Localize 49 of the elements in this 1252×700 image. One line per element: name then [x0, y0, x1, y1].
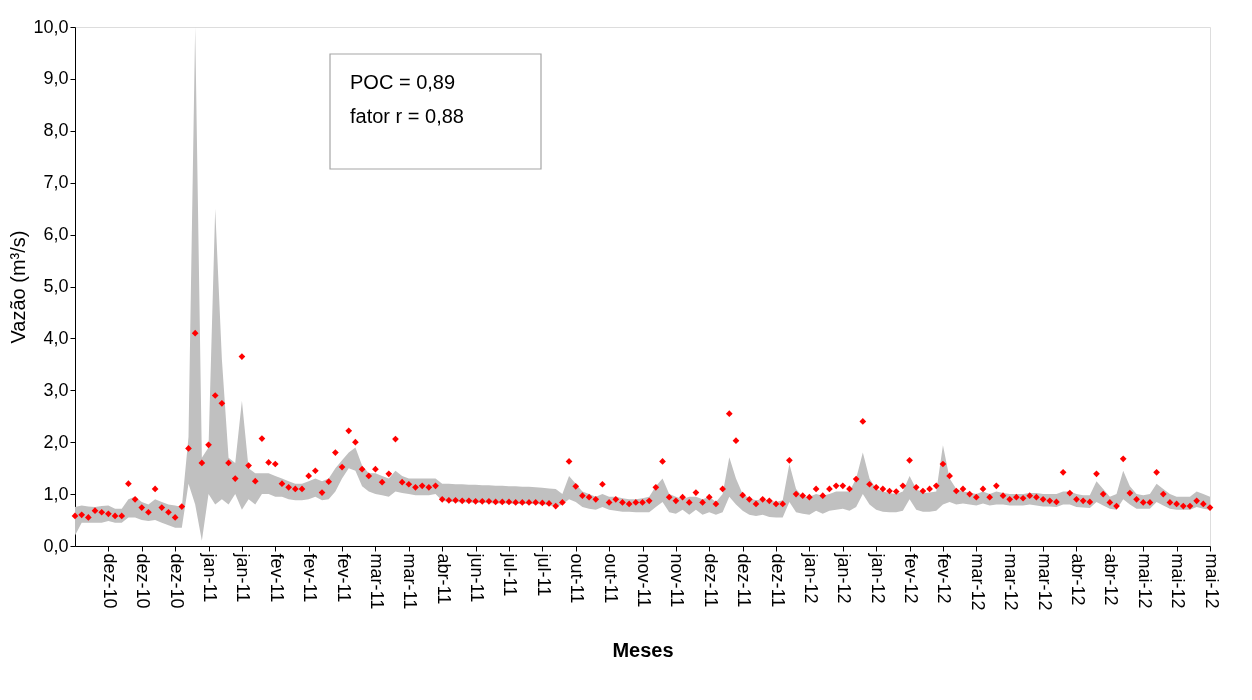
- x-tick-label: nov-11: [667, 553, 688, 608]
- x-tick-label: mar-11: [400, 553, 421, 610]
- x-tick-label: out-11: [567, 553, 588, 604]
- y-tick-label: 4,0: [43, 327, 69, 348]
- x-tick-label: nov-11: [634, 553, 654, 608]
- x-tick-label: dez-11: [734, 553, 755, 608]
- y-tick-label: 8,0: [43, 120, 69, 141]
- x-tick-label: mar-12: [1034, 553, 1055, 611]
- x-tick-label: abr-12: [1101, 553, 1122, 606]
- x-axis-title: Meses: [612, 638, 674, 661]
- x-tick-label: mai-12: [1168, 553, 1189, 609]
- x-tick-label: jan-11: [200, 552, 221, 603]
- x-tick-label: mar-11: [366, 553, 387, 610]
- y-tick-label: 9,0: [43, 68, 69, 89]
- annotation: POC = 0,89: [350, 71, 456, 93]
- x-tick-label: dez-10: [166, 553, 187, 609]
- x-tick-label: fev-11: [266, 553, 287, 603]
- y-tick-label: 3,0: [43, 379, 69, 400]
- x-tick-label: mar-12: [1001, 553, 1022, 611]
- x-tick-label: abr-11: [433, 553, 454, 605]
- x-tick-label: jan-12: [867, 552, 888, 604]
- x-tick-label: mai-12: [1201, 553, 1222, 609]
- x-tick-label: jul-11: [533, 552, 554, 597]
- y-tick-label: 10,0: [33, 16, 69, 37]
- x-tick-label: dez-11: [767, 553, 788, 608]
- x-tick-label: fev-11: [333, 553, 354, 603]
- y-axis-title: Vazão (m³/s): [7, 230, 30, 344]
- x-tick-label: jan-11: [233, 552, 254, 603]
- x-tick-label: jan-12: [834, 552, 855, 604]
- y-tick-label: 1,0: [43, 483, 69, 504]
- y-tick-label: 2,0: [43, 431, 69, 452]
- x-tick-label: dez-10: [133, 553, 154, 609]
- y-tick-label: 0,0: [43, 535, 69, 556]
- y-tick-label: 5,0: [43, 276, 69, 296]
- x-tick-label: jun-11: [467, 552, 488, 603]
- x-tick-label: fev-11: [300, 553, 321, 603]
- annotation: fator r = 0,88: [350, 105, 464, 127]
- y-tick-label: 7,0: [43, 172, 69, 193]
- x-tick-label: dez-11: [700, 553, 721, 608]
- x-tick-label: out-11: [600, 553, 621, 604]
- x-tick-label: fev-12: [934, 553, 955, 604]
- x-tick-label: mai-12: [1134, 553, 1155, 609]
- x-tick-label: fev-12: [901, 553, 922, 604]
- x-tick-label: mar-12: [967, 553, 988, 611]
- y-tick-label: 6,0: [43, 224, 69, 245]
- x-tick-label: abr-12: [1067, 553, 1088, 606]
- x-tick-label: dez-10: [99, 553, 120, 609]
- x-tick-label: jan-12: [800, 552, 821, 604]
- x-tick-label: jul-11: [500, 552, 521, 597]
